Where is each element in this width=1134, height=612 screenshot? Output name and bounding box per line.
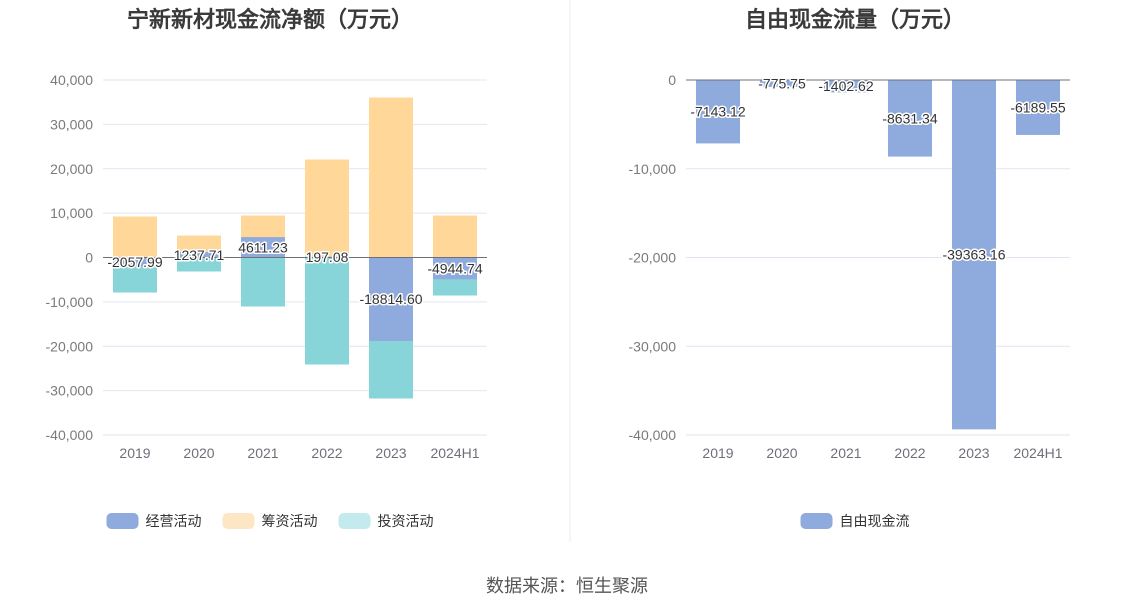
x-axis-label: 2020 bbox=[183, 445, 214, 461]
bar-net-cash-flow-s0-2021 bbox=[241, 237, 285, 258]
free-cash-flow-chart: 0 -10,000 -20,000 -30,000 -40,000 2019 2020 202… bbox=[629, 72, 1070, 529]
bar-net-cash-flow-s1-2020 bbox=[177, 235, 221, 253]
net-cash-flow-legend: 经营活动 筹资活动 投资活动 bbox=[106, 513, 434, 529]
y-tick-label: -10,000 bbox=[629, 161, 677, 177]
bar-free-cash-flow-s0-2024H1 bbox=[1016, 80, 1060, 135]
legend-item-net-cash-flow-s0[interactable]: 经营活动 bbox=[106, 513, 202, 529]
data-label-net-cash-flow-2020: 1237.71 bbox=[174, 247, 225, 263]
legend-item-net-cash-flow-s2[interactable]: 投资活动 bbox=[338, 513, 434, 529]
y-tick-label: 0 bbox=[85, 250, 93, 266]
data-label-net-cash-flow-2022: 197.08 bbox=[306, 249, 349, 265]
bar-free-cash-flow-s0-2023 bbox=[952, 80, 996, 430]
data-source-footer: 数据来源：恒生聚源 bbox=[486, 576, 648, 596]
y-tick-label: 0 bbox=[668, 72, 676, 88]
legend-label: 自由现金流 bbox=[840, 513, 910, 529]
bar-net-cash-flow-s0-2020 bbox=[177, 252, 221, 258]
bar-free-cash-flow-s0-2021 bbox=[824, 80, 868, 93]
legend-item-free-cash-flow-s0[interactable]: 自由现金流 bbox=[800, 513, 910, 529]
data-label-free-cash-flow-2023: -39363.16 bbox=[942, 247, 1005, 263]
x-axis-label: 2020 bbox=[766, 445, 797, 461]
x-axis-label: 2023 bbox=[375, 445, 406, 461]
y-tick-label: -30,000 bbox=[46, 383, 94, 399]
free-cash-flow-bars bbox=[696, 80, 1060, 430]
legend-swatch bbox=[106, 513, 139, 529]
y-tick-label: -20,000 bbox=[46, 338, 94, 354]
x-axis-label: 2019 bbox=[702, 445, 733, 461]
data-label-free-cash-flow-2021: -1402.62 bbox=[818, 78, 873, 94]
bar-net-cash-flow-s2-2019 bbox=[113, 266, 157, 293]
bar-free-cash-flow-s0-2022 bbox=[888, 80, 932, 157]
net-cash-flow-chart: 40,000 30,000 20,000 10,000 0 -10,000 -20,000 -… bbox=[46, 72, 487, 529]
x-axis-label: 2021 bbox=[830, 445, 861, 461]
free-cash-flow-legend: 自由现金流 bbox=[800, 513, 910, 529]
bar-net-cash-flow-s2-2020 bbox=[177, 257, 221, 272]
data-label-free-cash-flow-2024H1: -6189.55 bbox=[1010, 99, 1065, 115]
data-label-net-cash-flow-2021: 4611.23 bbox=[238, 239, 288, 255]
legend-swatch bbox=[222, 513, 255, 529]
legend-label: 投资活动 bbox=[378, 513, 434, 529]
bar-net-cash-flow-s1-2023 bbox=[369, 97, 413, 258]
bar-net-cash-flow-s1-2019 bbox=[113, 216, 157, 258]
bar-free-cash-flow-s0-2020 bbox=[760, 80, 804, 87]
x-axis-label: 2024H1 bbox=[1013, 445, 1062, 461]
net-cash-flow-title: 宁新新材现金流净额（万元） bbox=[127, 7, 413, 32]
net-cash-flow-bars bbox=[113, 97, 477, 399]
data-label-net-cash-flow-2023: -18814.60 bbox=[359, 291, 422, 307]
legend-label: 筹资活动 bbox=[262, 513, 318, 529]
x-axis-label: 2019 bbox=[119, 445, 150, 461]
x-axis-label: 2021 bbox=[247, 445, 278, 461]
x-axis-label: 2022 bbox=[894, 445, 925, 461]
legend-swatch bbox=[800, 513, 833, 529]
data-label-free-cash-flow-2019: -7143.12 bbox=[690, 104, 745, 120]
bar-net-cash-flow-s1-2024H1 bbox=[433, 215, 477, 258]
bar-net-cash-flow-s0-2024H1 bbox=[433, 257, 477, 280]
legend-label: 经营活动 bbox=[146, 513, 202, 529]
bar-net-cash-flow-s0-2023 bbox=[369, 257, 413, 341]
y-tick-label: -20,000 bbox=[629, 250, 677, 266]
y-tick-label: -10,000 bbox=[46, 294, 94, 310]
y-tick-label: -40,000 bbox=[46, 427, 94, 443]
y-tick-label: 10,000 bbox=[50, 205, 93, 221]
x-axis-label: 2024H1 bbox=[430, 445, 479, 461]
bar-net-cash-flow-s1-2021 bbox=[241, 215, 285, 238]
bar-net-cash-flow-s2-2021 bbox=[241, 257, 285, 307]
y-tick-label: 40,000 bbox=[50, 72, 93, 88]
legend-swatch bbox=[338, 513, 371, 529]
data-label-net-cash-flow-2019: -2057.99 bbox=[107, 254, 162, 270]
y-tick-label: -40,000 bbox=[629, 427, 677, 443]
bar-net-cash-flow-s2-2023 bbox=[369, 340, 413, 399]
bar-free-cash-flow-s0-2019 bbox=[696, 80, 740, 144]
y-tick-label: -30,000 bbox=[629, 338, 677, 354]
bar-net-cash-flow-s2-2022 bbox=[305, 257, 349, 365]
free-cash-flow-title: 自由现金流量（万元） bbox=[745, 7, 965, 32]
bar-net-cash-flow-s2-2024H1 bbox=[433, 279, 477, 296]
data-label-free-cash-flow-2020: -775.75 bbox=[758, 75, 806, 91]
y-tick-label: 30,000 bbox=[50, 116, 93, 132]
x-axis-label: 2022 bbox=[311, 445, 342, 461]
bar-net-cash-flow-s0-2019 bbox=[113, 257, 157, 267]
x-axis-label: 2023 bbox=[958, 445, 989, 461]
data-label-net-cash-flow-2024H1: -4944.74 bbox=[427, 260, 482, 276]
bar-net-cash-flow-s1-2022 bbox=[305, 159, 349, 257]
y-tick-label: 20,000 bbox=[50, 161, 93, 177]
data-label-free-cash-flow-2022: -8631.34 bbox=[882, 110, 937, 126]
legend-item-net-cash-flow-s1[interactable]: 筹资活动 bbox=[222, 513, 318, 529]
